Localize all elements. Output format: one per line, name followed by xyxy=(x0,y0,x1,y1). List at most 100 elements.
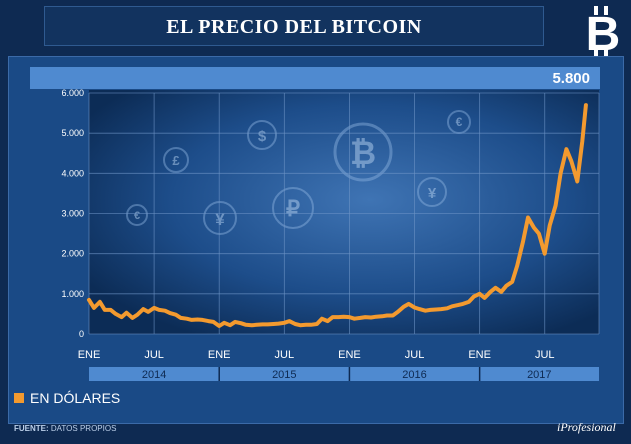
data-point xyxy=(521,240,525,244)
ruble-coin-icon xyxy=(272,187,314,229)
data-point xyxy=(554,204,557,207)
bitcoin-logo-icon: B xyxy=(586,6,621,60)
data-point xyxy=(331,315,335,319)
ruble-glyph-icon: ₽ xyxy=(286,196,300,221)
data-point xyxy=(402,305,406,309)
data-point xyxy=(174,313,178,317)
highlight-strip: 5.800 xyxy=(30,67,600,89)
data-point xyxy=(103,308,107,312)
data-point xyxy=(559,171,562,175)
legend-swatch xyxy=(14,393,24,403)
source-note: FUENTE: DATOS PROPIOS xyxy=(14,424,116,433)
data-point xyxy=(207,319,210,323)
data-point xyxy=(92,306,96,310)
data-point xyxy=(467,300,471,304)
data-point xyxy=(532,226,536,230)
source-label: FUENTE: xyxy=(14,424,49,433)
x-tick-label: ENE xyxy=(468,349,491,361)
y-tick-label: 6.000 xyxy=(61,88,84,98)
data-point xyxy=(239,321,243,325)
data-point xyxy=(439,307,443,311)
data-point xyxy=(369,316,373,319)
data-point xyxy=(413,306,416,309)
year-labels: 2014 2015 2016 2017 xyxy=(142,369,552,381)
data-point xyxy=(348,315,351,319)
data-point xyxy=(353,317,356,321)
decorative-coin-glyphs: ₿ ₽ ¥ $ £ € ¥ € xyxy=(134,115,463,229)
data-point xyxy=(543,252,547,256)
yen-coin-icon xyxy=(203,201,237,235)
data-point xyxy=(87,298,91,302)
x-tick-label: ENE xyxy=(208,349,231,361)
data-point xyxy=(293,322,297,326)
data-point xyxy=(282,321,286,325)
data-point xyxy=(212,320,215,324)
euro-glyph-icon: € xyxy=(456,115,463,129)
x-tick-label: JUL xyxy=(405,349,425,361)
data-point xyxy=(201,318,204,322)
pound-glyph-icon: £ xyxy=(172,153,180,168)
y-tick-label: 3.000 xyxy=(61,209,84,219)
data-point xyxy=(515,264,519,268)
year-band xyxy=(89,367,599,381)
dollar-coin-icon xyxy=(247,120,277,150)
data-point xyxy=(478,292,481,296)
data-point xyxy=(163,309,167,313)
data-point xyxy=(363,315,367,319)
bitcoin-glyph-icon: ₿ xyxy=(350,135,376,171)
x-tick-label: JUL xyxy=(144,349,164,361)
decorative-coins xyxy=(126,110,471,235)
data-point xyxy=(526,216,530,219)
legend-label: EN DÓLARES xyxy=(30,390,121,406)
data-point xyxy=(250,323,254,327)
x-tick-label: ENE xyxy=(78,349,101,361)
year-label: 2014 xyxy=(142,369,166,381)
data-point xyxy=(320,317,324,321)
data-point xyxy=(98,300,102,304)
yen-glyph-icon: ¥ xyxy=(428,185,437,202)
data-point xyxy=(580,139,584,143)
data-point xyxy=(396,310,400,314)
data-point xyxy=(168,311,172,315)
data-point xyxy=(120,315,123,319)
data-point xyxy=(418,307,421,311)
x-tick-label: JUL xyxy=(275,349,295,361)
data-point xyxy=(472,295,476,298)
data-point xyxy=(114,312,118,316)
data-point xyxy=(233,320,237,324)
year-label: 2017 xyxy=(527,369,551,381)
data-point xyxy=(407,302,411,306)
data-point xyxy=(261,323,264,326)
year-label: 2016 xyxy=(402,369,426,381)
svg-text:B: B xyxy=(586,8,621,60)
y-tick-label: 1.000 xyxy=(61,289,84,299)
data-point xyxy=(494,286,497,290)
source-text: DATOS PROPIOS xyxy=(50,424,117,433)
data-point xyxy=(584,103,588,107)
dollar-glyph-icon: $ xyxy=(258,128,267,145)
data-point xyxy=(272,322,275,326)
chart-title: EL PRECIO DEL BITCOIN xyxy=(166,16,422,38)
y-tick-label: 4.000 xyxy=(61,168,84,178)
brand-logo: iProfesional xyxy=(557,420,616,434)
yen-coin-icon xyxy=(417,177,447,207)
data-point xyxy=(429,308,432,312)
data-point xyxy=(109,308,113,312)
data-point xyxy=(575,180,579,183)
data-point xyxy=(456,303,460,307)
data-point xyxy=(326,319,330,323)
pound-coin-icon xyxy=(163,147,189,173)
yen-glyph-icon: ¥ xyxy=(215,210,225,229)
data-point xyxy=(483,296,486,300)
data-point xyxy=(510,280,514,284)
data-point xyxy=(131,316,134,320)
data-point xyxy=(374,315,378,319)
data-point xyxy=(445,306,449,310)
data-point xyxy=(548,224,552,228)
data-point xyxy=(222,321,226,325)
highlight-value: 5.800 xyxy=(552,70,590,87)
y-tick-label: 5.000 xyxy=(61,128,84,138)
data-point xyxy=(342,315,345,319)
data-point xyxy=(391,314,395,317)
